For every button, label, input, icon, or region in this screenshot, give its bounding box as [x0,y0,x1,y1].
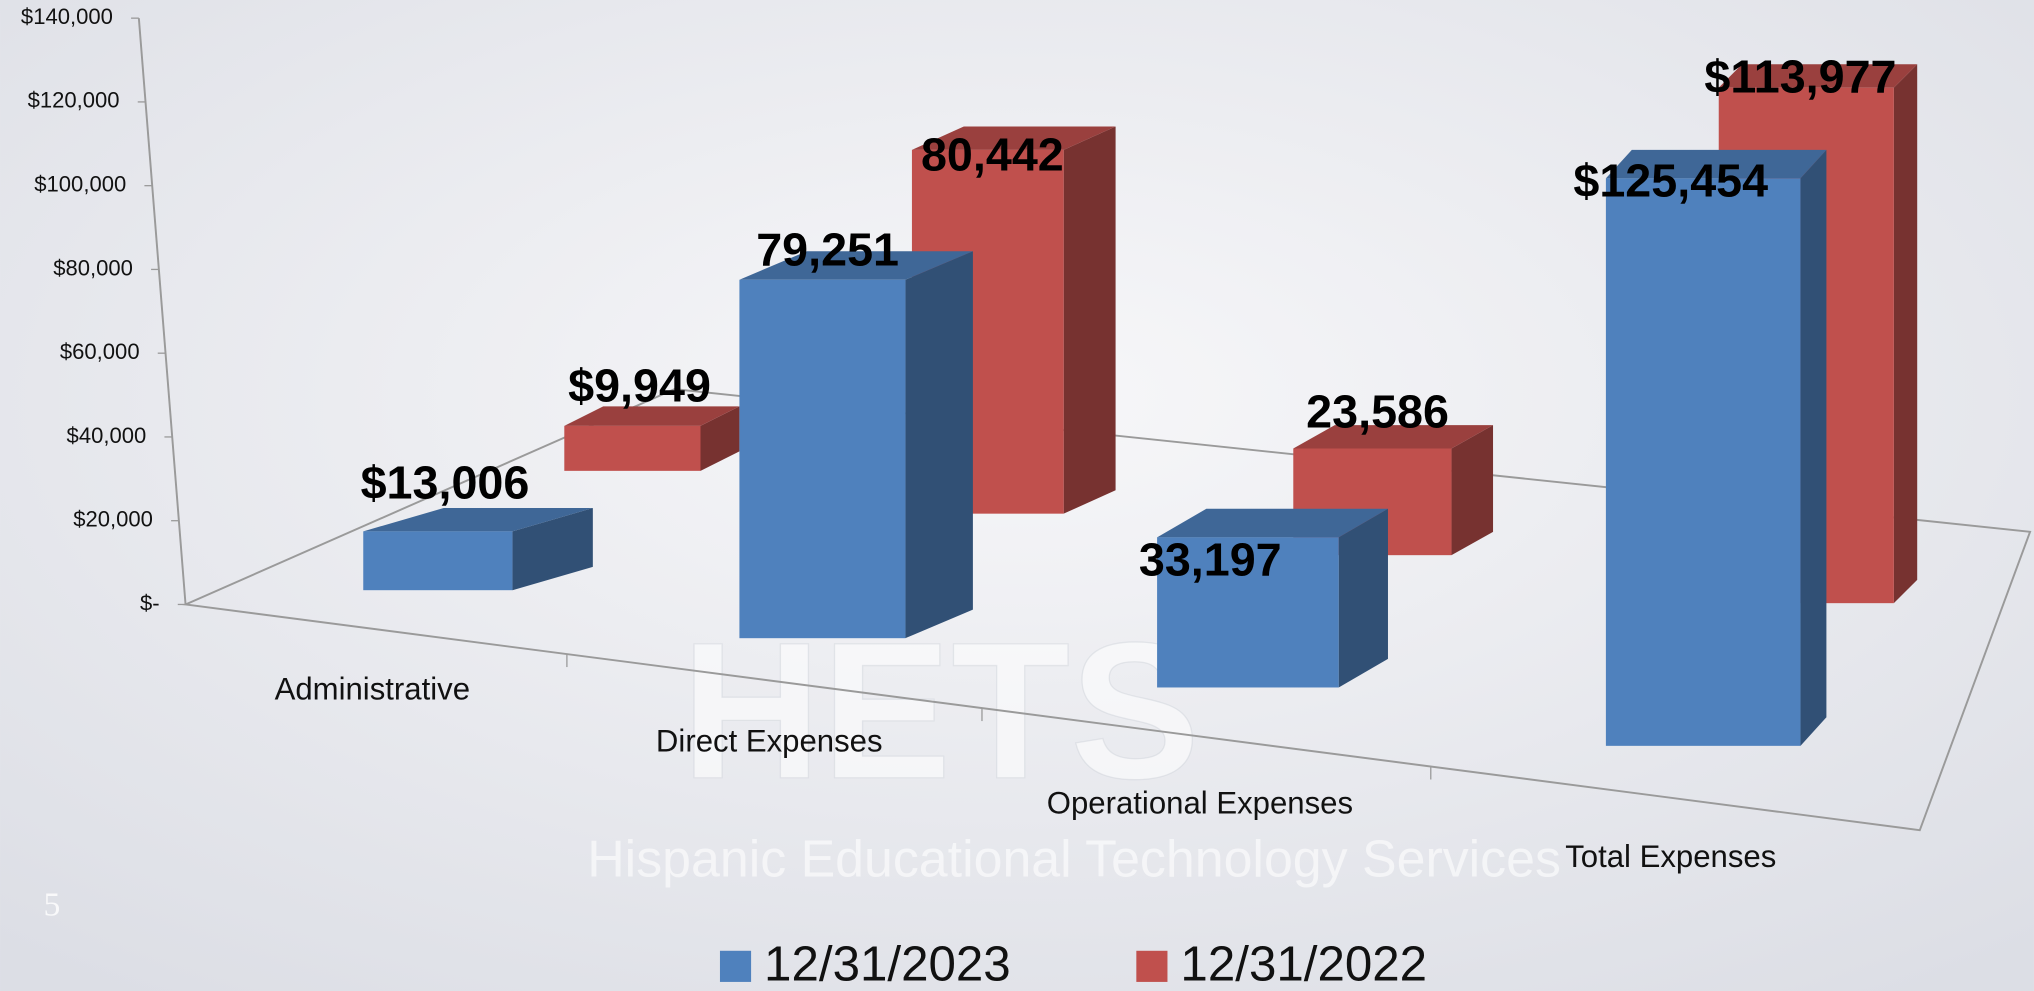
bar-side [1338,508,1388,688]
x-tick-label: Total Expenses [1565,839,1776,874]
bar-top [1157,508,1388,538]
floor [181,388,2032,832]
bar-top [1293,425,1494,449]
bar-side [905,251,973,639]
x-tick-label: Direct Expenses [656,723,883,758]
bar-top [911,126,1116,150]
y-tick-label: $40,000 [67,423,147,448]
watermark-logo: HETS [681,603,1200,820]
bar [1157,537,1339,688]
value-label: 79,251 [756,223,899,275]
bar-side [700,406,740,471]
watermark-name: Hispanic Educational Technology Services [587,829,1561,887]
bar-side [1893,64,1918,604]
value-label: $9,949 [568,359,711,411]
legend-label: 12/31/2023 [764,937,1011,991]
y-tick-label: $120,000 [28,88,120,113]
y-tick-label: $- [140,590,160,615]
bar-top [1605,149,1827,179]
y-tick-label: $60,000 [60,339,140,364]
y-tick-label: $140,000 [21,4,113,29]
x-tick-label: Operational Expenses [1047,786,1353,821]
legend-swatch [1136,950,1168,982]
bar-top [1718,64,1918,88]
legend-swatch [719,950,752,982]
legend-label: 12/31/2022 [1180,937,1427,991]
bar-side [1063,126,1116,514]
bar-side [512,508,593,591]
bar [564,425,701,471]
value-label: 23,586 [1306,385,1449,437]
value-label: $13,006 [361,457,530,509]
bar-top [363,508,593,532]
y-axis [137,18,187,605]
bar-side [1800,149,1827,746]
value-label: $125,454 [1573,155,1768,207]
y-tick-label: $100,000 [34,172,126,197]
page-number: 5 [44,887,61,924]
x-tick-label: Administrative [275,672,470,707]
y-tick-label: $80,000 [53,255,133,280]
bar [1605,178,1801,746]
bar [739,279,906,639]
bar [363,531,513,591]
value-label: 33,197 [1139,533,1282,585]
value-label: $113,977 [1704,51,1896,103]
bar-top [739,251,973,280]
y-tick-label: $20,000 [73,507,153,532]
bar-top [564,406,740,426]
bar-side [1451,425,1494,556]
value-label: 80,442 [921,129,1064,181]
